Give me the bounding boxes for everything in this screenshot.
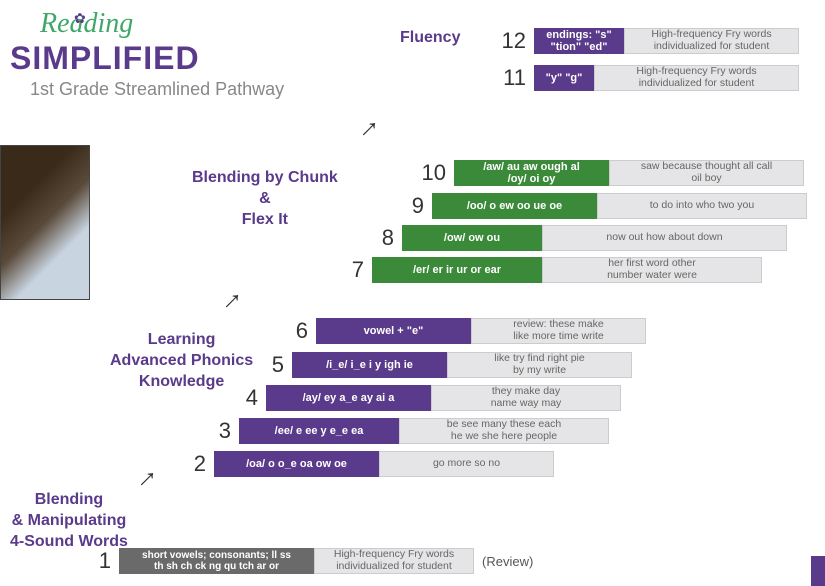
pathway-row: 3 /ee/ e ee y e_e ea be see many these e… — [195, 418, 609, 444]
phonics-chip: /i_e/ i_e i y igh ie — [292, 352, 447, 378]
corner-accent — [811, 556, 825, 586]
row-number: 10 — [410, 160, 446, 186]
presenter-photo — [0, 145, 90, 300]
phonics-chip: vowel + "e" — [316, 318, 471, 344]
words-chip: go more so no — [379, 451, 554, 477]
logo-subtitle: 1st Grade Streamlined Pathway — [30, 79, 284, 100]
row-number: 9 — [388, 193, 424, 219]
phonics-chip: /oo/ o ew oo ue oe — [432, 193, 597, 219]
logo: ✿ Reading SIMPLIFIED 1st Grade Streamlin… — [10, 8, 284, 100]
row-number: 3 — [195, 418, 231, 444]
row-number: 4 — [222, 385, 258, 411]
row-number: 1 — [75, 548, 111, 574]
phonics-chip: "y" "g" — [534, 65, 594, 91]
phonics-chip: /ow/ ow ou — [402, 225, 542, 251]
arrow-icon: → — [208, 277, 250, 319]
row-number: 2 — [170, 451, 206, 477]
row-number: 6 — [272, 318, 308, 344]
words-chip: saw because thought all call oil boy — [609, 160, 804, 186]
pathway-row: 2 /oa/ o o_e oa ow oe go more so no — [170, 451, 554, 477]
phonics-chip: /aw/ au aw ough al /oy/ oi oy — [454, 160, 609, 186]
row-number: 8 — [358, 225, 394, 251]
words-chip: High-frequency Fry words individualized … — [624, 28, 799, 54]
phonics-chip: /oa/ o o_e oa ow oe — [214, 451, 379, 477]
pathway-row: 12 endings: "s" "tion" "ed" High-frequen… — [490, 28, 799, 54]
words-chip: High-frequency Fry words individualized … — [594, 65, 799, 91]
words-chip: they make day name way may — [431, 385, 621, 411]
arrow-icon: → — [123, 455, 165, 497]
phonics-chip: /ee/ e ee y e_e ea — [239, 418, 399, 444]
phonics-chip: short vowels; consonants; ll ss th sh ch… — [119, 548, 314, 574]
pathway-row: 10 /aw/ au aw ough al /oy/ oi oy saw bec… — [410, 160, 804, 186]
words-chip: review: these make like more time write — [471, 318, 646, 344]
words-chip: her first word other number water were — [542, 257, 762, 283]
words-chip: High-frequency Fry words individualized … — [314, 548, 474, 574]
row-number: 11 — [490, 65, 526, 91]
pathway-row: 7 /er/ er ir ur or ear her first word ot… — [328, 257, 762, 283]
phonics-chip: endings: "s" "tion" "ed" — [534, 28, 624, 54]
section-fluency: Fluency — [400, 28, 460, 49]
section-blend-chunk: Blending by Chunk & Flex It — [192, 168, 338, 230]
logo-main: SIMPLIFIED — [10, 40, 284, 77]
pathway-row: 1 short vowels; consonants; ll ss th sh … — [75, 548, 533, 574]
row-number: 12 — [490, 28, 526, 54]
row-number: 7 — [328, 257, 364, 283]
words-chip: be see many these each he we she here pe… — [399, 418, 609, 444]
words-chip: now out how about down — [542, 225, 787, 251]
phonics-chip: /er/ er ir ur or ear — [372, 257, 542, 283]
section-blend-manip: Blending & Manipulating 4-Sound Words — [10, 490, 128, 552]
flower-icon: ✿ — [74, 10, 86, 27]
pathway-row: 6 vowel + "e" review: these make like mo… — [272, 318, 646, 344]
pathway-row: 9 /oo/ o ew oo ue oe to do into who two … — [388, 193, 807, 219]
review-label: (Review) — [482, 554, 533, 569]
pathway-row: 8 /ow/ ow ou now out how about down — [358, 225, 787, 251]
pathway-row: 5 /i_e/ i_e i y igh ie like try find rig… — [248, 352, 632, 378]
words-chip: to do into who two you — [597, 193, 807, 219]
section-adv-phonics: Learning Advanced Phonics Knowledge — [110, 330, 253, 392]
phonics-chip: /ay/ ey a_e ay ai a — [266, 385, 431, 411]
arrow-icon: → — [345, 105, 387, 147]
words-chip: like try find right pie by my write — [447, 352, 632, 378]
row-number: 5 — [248, 352, 284, 378]
pathway-row: 4 /ay/ ey a_e ay ai a they make day name… — [222, 385, 621, 411]
pathway-row: 11 "y" "g" High-frequency Fry words indi… — [490, 65, 799, 91]
